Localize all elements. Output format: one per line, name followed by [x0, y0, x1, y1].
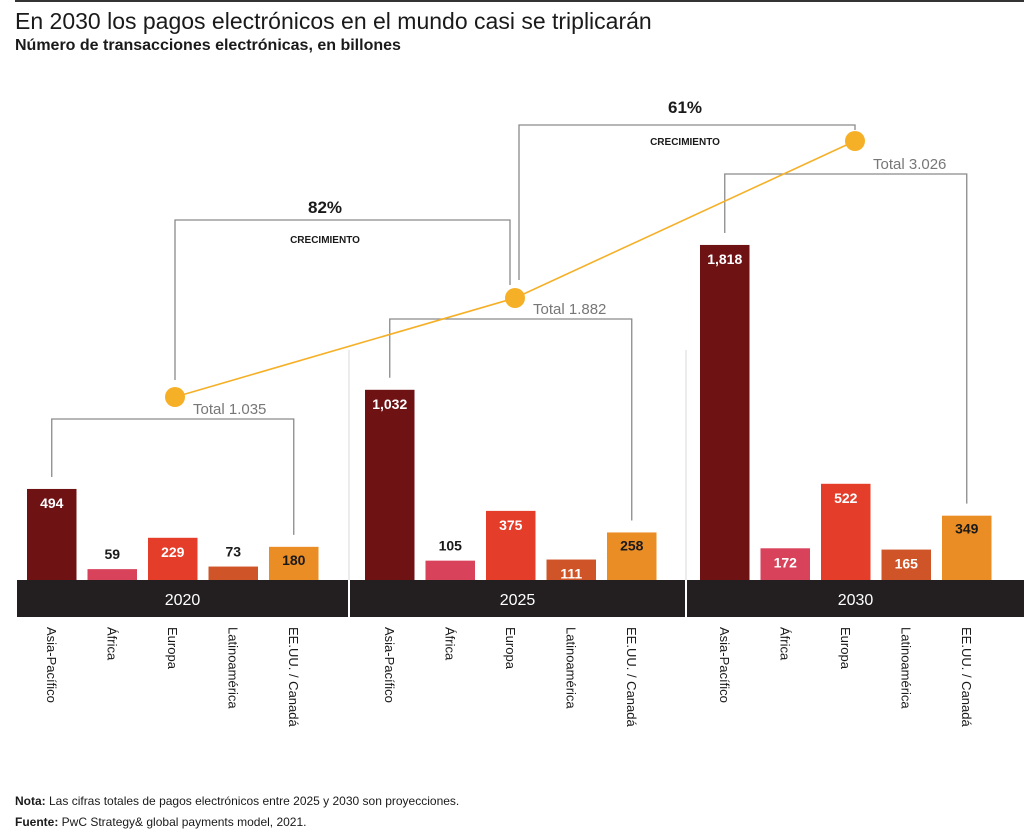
source-note: Fuente: PwC Strategy& global payments mo…	[15, 815, 306, 829]
bar-2020-4	[269, 546, 319, 580]
category-label: Europa	[838, 627, 853, 670]
bar-value-label: 105	[439, 538, 463, 554]
bar-value-label: 111	[560, 566, 582, 582]
growth-bracket	[518, 124, 856, 280]
bar-2030-0	[700, 244, 750, 580]
year-label: 2030	[838, 592, 874, 609]
growth-bracket	[174, 219, 511, 380]
category-label: África	[104, 627, 119, 661]
source-text: PwC Strategy& global payments model, 202…	[58, 815, 307, 829]
category-label: Europa	[165, 627, 180, 670]
source-label: Fuente:	[15, 815, 59, 829]
footnote: Nota: Las cifras totales de pagos electr…	[15, 794, 459, 808]
total-label: Total 1.882	[533, 301, 606, 318]
year-label: 2025	[500, 592, 536, 609]
total-label: Total 3.026	[873, 156, 946, 173]
bar-value-label: 229	[161, 544, 185, 560]
year-label: 2020	[165, 592, 201, 609]
bar-value-label: 180	[282, 552, 306, 568]
category-label: Latinoamérica	[225, 627, 240, 709]
note-label: Nota:	[15, 794, 46, 808]
bar-2025-3	[546, 559, 596, 580]
bar-2020-0	[27, 488, 77, 580]
note-text: Las cifras totales de pagos electrónicos…	[45, 794, 460, 808]
growth-label: CRECIMIENTO	[290, 235, 360, 246]
total-bracket	[724, 173, 968, 504]
category-label: África	[442, 627, 457, 661]
bar-2020-2	[148, 537, 198, 580]
year-band	[17, 580, 348, 617]
bar-value-label: 375	[499, 517, 523, 533]
bar-2025-0	[365, 389, 415, 580]
category-label: África	[777, 627, 792, 661]
category-label: Asia-Pacífico	[717, 627, 732, 703]
bar-value-label: 73	[225, 544, 241, 560]
bar-value-label: 494	[40, 495, 64, 511]
bar-2020-3	[208, 566, 258, 580]
category-label: Latinoamérica	[563, 627, 578, 709]
growth-percent: 82%	[308, 198, 342, 217]
year-band	[350, 580, 685, 617]
growth-percent: 61%	[668, 98, 702, 117]
total-bracket	[51, 418, 295, 535]
total-point	[845, 131, 865, 151]
bar-2025-2	[486, 510, 536, 580]
bar-value-label: 1,032	[372, 396, 407, 412]
bar-value-label: 1,818	[707, 251, 742, 267]
category-label: EE.UU. / Canadá	[959, 627, 974, 727]
year-band	[687, 580, 1024, 617]
total-bracket	[389, 318, 633, 521]
growth-label: CRECIMIENTO	[650, 137, 720, 148]
chart-subtitle: Número de transacciones electrónicas, en…	[15, 37, 401, 54]
category-label: Europa	[503, 627, 518, 670]
bar-2025-1	[425, 560, 475, 580]
bar-2030-3	[881, 549, 931, 580]
bar-2025-4	[607, 532, 657, 580]
bar-value-label: 59	[104, 546, 120, 562]
bar-value-label: 165	[895, 556, 919, 572]
total-label: Total 1.035	[193, 401, 266, 418]
category-label: Asia-Pacífico	[382, 627, 397, 703]
bar-chart: 494 59 229 73 180 1,032 105 375 111 258 1,818 172 52…	[17, 98, 1024, 727]
category-label: Latinoamérica	[898, 627, 913, 709]
bar-2030-1	[760, 548, 810, 580]
bar-2030-2	[821, 483, 871, 580]
top-rule	[15, 0, 1024, 2]
bar-value-label: 258	[620, 537, 644, 553]
category-label: EE.UU. / Canadá	[624, 627, 639, 727]
bar-2030-4	[942, 515, 992, 580]
bar-value-label: 349	[955, 521, 979, 537]
bar-2020-1	[87, 569, 137, 580]
bar-value-label: 172	[774, 554, 798, 570]
total-point	[165, 387, 185, 407]
category-label: Asia-Pacífico	[44, 627, 59, 703]
total-trend-line	[174, 140, 856, 398]
total-point	[505, 288, 525, 308]
bar-value-label: 522	[834, 490, 858, 506]
category-label: EE.UU. / Canadá	[286, 627, 301, 727]
chart-title: En 2030 los pagos electrónicos en el mun…	[15, 8, 652, 34]
